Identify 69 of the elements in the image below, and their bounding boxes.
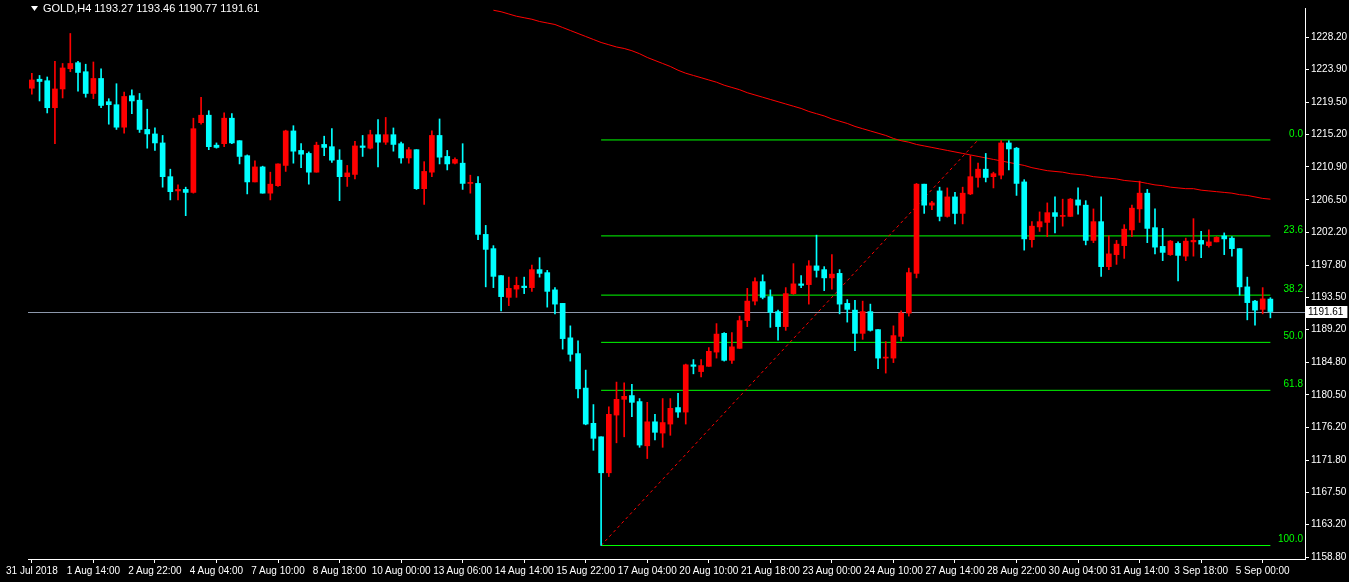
candlestick — [1052, 196, 1058, 234]
y-tick-label: 1219.50 — [1311, 96, 1348, 108]
x-tick-label: 24 Aug 10:00 — [863, 564, 924, 576]
y-tick-label: 1176.20 — [1311, 420, 1347, 432]
x-tick-label: 1 Aug 14:00 — [66, 564, 121, 576]
candlestick — [298, 143, 304, 169]
y-tick-label: 1202.20 — [1311, 225, 1348, 237]
candlestick — [144, 108, 151, 149]
x-tick-label: 15 Aug 22:00 — [556, 564, 616, 576]
series-label: 61.8 — [1283, 378, 1304, 390]
y-tick-label: 1171.80 — [1311, 453, 1347, 465]
candlestick — [175, 184, 181, 201]
y-tick-label: 1228.20 — [1311, 30, 1348, 42]
x-tick-label: 8 Aug 18:00 — [312, 564, 367, 576]
candlestick — [798, 275, 804, 288]
candlestick — [1075, 187, 1081, 215]
x-tick-label: 14 Aug 14:00 — [494, 564, 555, 576]
y-tick-label: 1163.20 — [1311, 518, 1347, 530]
x-tick-label: 30 Aug 04:00 — [1048, 564, 1108, 576]
x-tick-label: 7 Aug 10:00 — [251, 564, 306, 576]
x-tick-label: 23 Aug 00:00 — [802, 564, 862, 576]
candlestick — [67, 33, 74, 73]
candlestick — [829, 254, 835, 290]
x-tick-label: 17 Aug 04:00 — [617, 564, 678, 576]
y-tick-label: 1223.90 — [1311, 63, 1348, 75]
candlestick — [621, 382, 628, 438]
y-tick-label: 1210.90 — [1311, 160, 1348, 172]
y-tick-label: 1215.20 — [1311, 128, 1348, 140]
candlestick — [344, 165, 351, 187]
candlestick — [1159, 228, 1166, 261]
y-tick-label: 1193.50 — [1311, 291, 1347, 303]
x-tick-label: 28 Aug 22:00 — [987, 564, 1047, 576]
y-tick-label: 1206.50 — [1311, 193, 1348, 205]
x-tick-label: 21 Aug 18:00 — [740, 564, 801, 576]
x-tick-label: 31 Aug 14:00 — [1110, 564, 1170, 576]
y-tick-label: 1184.80 — [1311, 356, 1347, 368]
x-tick-label: 13 Aug 06:00 — [433, 564, 493, 576]
candlestick — [1059, 198, 1066, 227]
series-label: 100.0 — [1277, 533, 1304, 545]
candlestick — [1198, 231, 1204, 258]
candlestick — [105, 98, 112, 125]
ref-line-label: 1191.61 — [1308, 306, 1344, 318]
candlestick — [675, 393, 681, 418]
y-tick-label: 1180.50 — [1311, 388, 1347, 400]
y-tick-label: 1189.20 — [1311, 323, 1347, 335]
chart-title: GOLD,H4 1193.27 1193.46 1190.77 1191.61 — [43, 2, 260, 15]
candlestick — [129, 89, 135, 115]
x-tick-label: 10 Aug 00:00 — [371, 564, 432, 576]
series-label: 38.2 — [1283, 282, 1304, 294]
series-label: 23.6 — [1283, 223, 1304, 235]
candlestick — [321, 135, 327, 157]
x-tick-label: 3 Sep 18:00 — [1174, 564, 1229, 576]
series-label: 0.0 — [1289, 127, 1304, 139]
candlestick — [1006, 140, 1012, 171]
y-tick-label: 1158.80 — [1311, 551, 1347, 563]
x-tick-label: 27 Aug 14:00 — [925, 564, 985, 576]
x-tick-label: 31 Jul 2018 — [5, 564, 59, 576]
x-tick-label: 20 Aug 10:00 — [679, 564, 739, 576]
x-tick-label: 4 Aug 04:00 — [189, 564, 244, 576]
candlestick — [629, 384, 635, 417]
candlestick — [182, 186, 189, 216]
candlestick — [52, 60, 58, 145]
x-tick-label: 5 Sep 00:00 — [1235, 564, 1291, 576]
candlestick — [521, 276, 528, 294]
y-tick-label: 1197.80 — [1311, 258, 1347, 270]
x-tick-label: 2 Aug 22:00 — [128, 564, 183, 576]
candlestick — [375, 119, 381, 168]
y-tick-label: 1167.50 — [1311, 486, 1347, 498]
series-label: 50.0 — [1283, 330, 1304, 342]
